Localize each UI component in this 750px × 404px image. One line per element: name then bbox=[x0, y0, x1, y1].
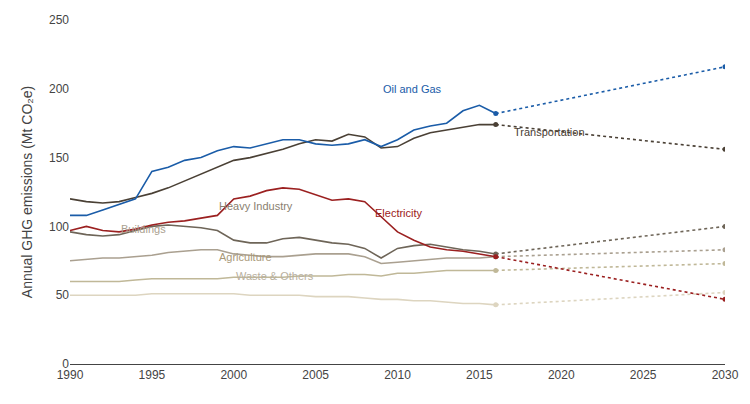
svg-text:Waste & Others: Waste & Others bbox=[236, 270, 314, 282]
svg-text:0: 0 bbox=[62, 357, 69, 371]
svg-text:2000: 2000 bbox=[220, 368, 247, 382]
svg-text:150: 150 bbox=[49, 151, 69, 165]
svg-text:1990: 1990 bbox=[57, 368, 84, 382]
svg-text:2015: 2015 bbox=[466, 368, 493, 382]
svg-text:Agriculture: Agriculture bbox=[219, 251, 272, 263]
svg-text:2020: 2020 bbox=[548, 368, 575, 382]
svg-text:200: 200 bbox=[49, 82, 69, 96]
svg-text:2005: 2005 bbox=[302, 368, 329, 382]
svg-text:Electricity: Electricity bbox=[375, 207, 423, 219]
svg-text:Transportation: Transportation bbox=[514, 126, 585, 138]
svg-text:2010: 2010 bbox=[384, 368, 411, 382]
svg-text:100: 100 bbox=[49, 220, 69, 234]
svg-text:2025: 2025 bbox=[630, 368, 657, 382]
svg-text:Heavy Industry: Heavy Industry bbox=[219, 200, 293, 212]
svg-text:Buildings: Buildings bbox=[121, 223, 166, 235]
svg-text:50: 50 bbox=[56, 288, 70, 302]
svg-text:Oil and Gas: Oil and Gas bbox=[383, 83, 442, 95]
svg-text:250: 250 bbox=[49, 13, 69, 27]
svg-text:Annual GHG emissions (Mt CO₂e): Annual GHG emissions (Mt CO₂e) bbox=[19, 86, 35, 298]
svg-text:2030: 2030 bbox=[712, 368, 739, 382]
svg-text:1995: 1995 bbox=[139, 368, 166, 382]
